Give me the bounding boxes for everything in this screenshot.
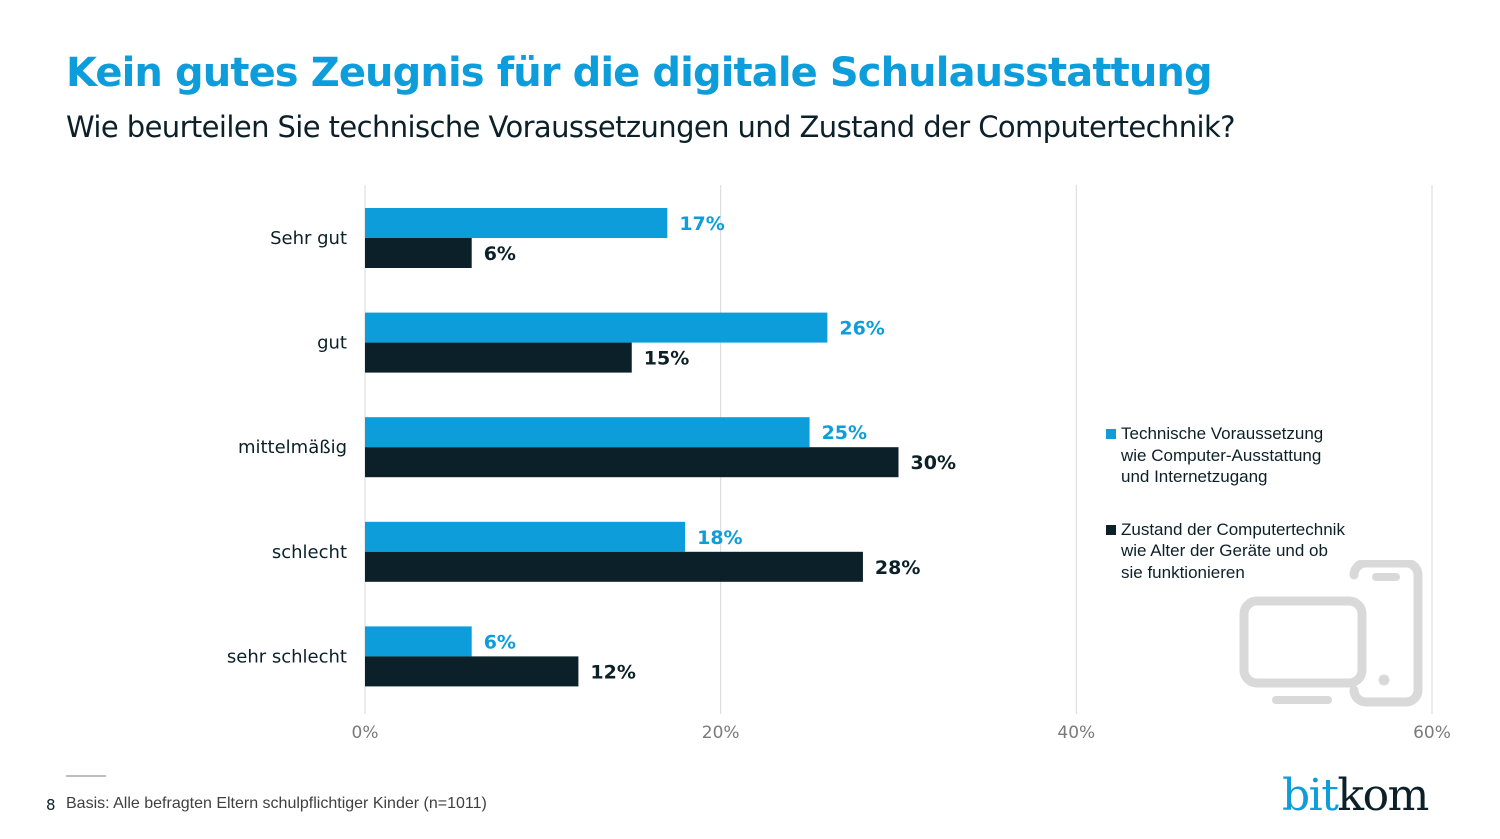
labels: 0% 20% 40% 60% Sehr gut 17% 6% gut 26% 15% mittelm…: [227, 213, 1451, 743]
legend-item-series-1: Technische Voraussetzung wie Computer-Au…: [1106, 423, 1406, 488]
category-label: mittelmäßig: [238, 437, 347, 458]
bar-chart: 0% 20% 40% 60% Sehr gut 17% 6% gut 26% 15% mittelm…: [227, 185, 1451, 743]
page-number: 8: [46, 796, 56, 814]
legend: Technische Voraussetzung wie Computer-Au…: [1106, 423, 1406, 614]
bar-series-2: [365, 447, 899, 478]
data-label: 15%: [644, 348, 689, 370]
legend-line: wie Computer-Ausstattung: [1121, 445, 1322, 465]
data-label: 12%: [590, 661, 635, 683]
data-label: 6%: [484, 243, 516, 265]
legend-swatch-series-2: [1106, 524, 1116, 535]
x-tick-label: 40%: [1057, 723, 1095, 743]
data-label: 28%: [875, 557, 920, 579]
legend-line: Zustand der Computertechnik: [1121, 519, 1345, 539]
data-label: 6%: [484, 631, 516, 653]
legend-item-series-2: Zustand der Computertechnik wie Alter de…: [1106, 519, 1406, 584]
x-tick-label: 20%: [702, 723, 740, 743]
bars: [365, 208, 899, 687]
bar-series-1: [365, 208, 668, 238]
devices-icon: [1239, 560, 1423, 707]
footer-divider: [66, 775, 106, 777]
data-label: 30%: [911, 452, 956, 474]
bar-series-2: [365, 551, 863, 582]
data-label: 18%: [697, 527, 742, 549]
page-subtitle: Wie beurteilen Sie technische Voraussetz…: [66, 110, 1236, 144]
bar-series-2: [365, 238, 472, 268]
legend-line: Technische Voraussetzung: [1121, 424, 1324, 443]
legend-line: und Internetzugang: [1121, 467, 1268, 486]
data-label: 17%: [679, 213, 724, 235]
page-title: Kein gutes Zeugnis für die digitale Schu…: [66, 50, 1213, 96]
category-label: gut: [317, 333, 347, 354]
bar-series-1: [365, 521, 686, 552]
data-label: 26%: [839, 318, 884, 340]
category-label: Sehr gut: [270, 228, 347, 249]
category-label: sehr schlecht: [227, 646, 347, 667]
bar-series-1: [365, 626, 472, 657]
category-label: schlecht: [272, 542, 347, 563]
x-tick-label: 60%: [1413, 723, 1451, 743]
bar-series-1: [365, 312, 828, 343]
x-tick-label: 0%: [352, 723, 379, 743]
legend-line: sie funktionieren: [1121, 562, 1245, 582]
bar-series-2: [365, 656, 579, 687]
logo-part-2: kom: [1337, 770, 1429, 821]
legend-line: wie Alter der Geräte und ob: [1121, 541, 1328, 560]
legend-swatch-series-1: [1106, 429, 1116, 439]
bitkom-logo: bitkom: [1282, 770, 1429, 821]
data-label: 25%: [822, 422, 867, 444]
bar-series-2: [365, 342, 632, 373]
bar-series-1: [365, 417, 810, 448]
logo-part-1: bit: [1282, 770, 1339, 821]
footnote: Basis: Alle befragten Eltern schulpflich…: [66, 795, 487, 812]
